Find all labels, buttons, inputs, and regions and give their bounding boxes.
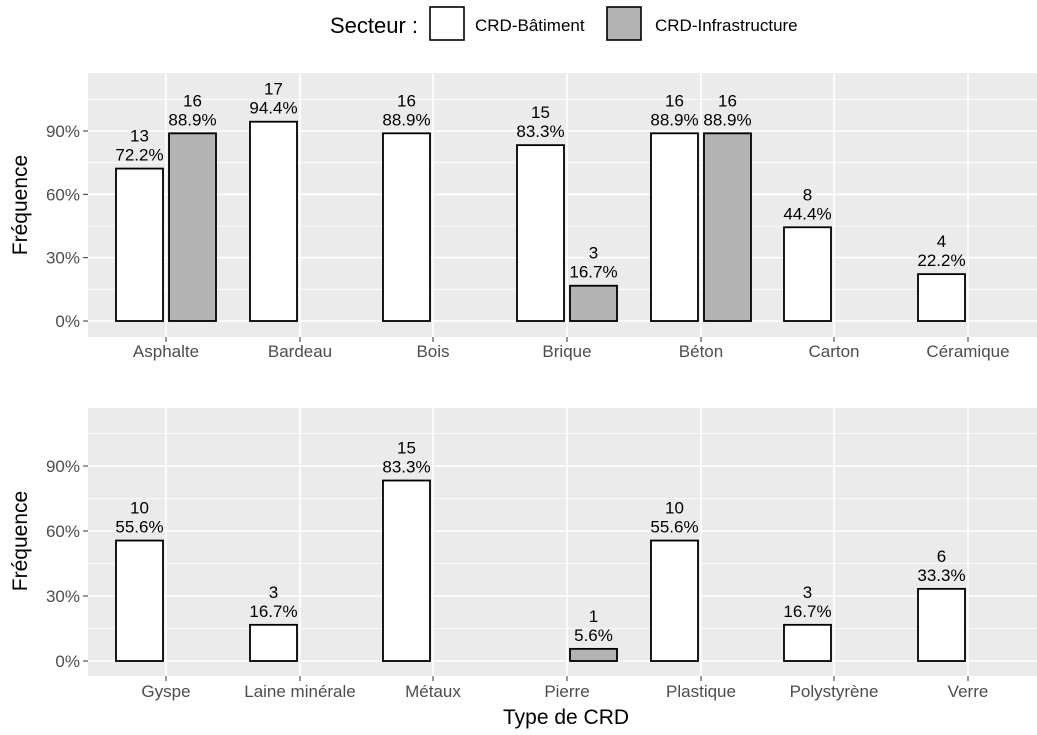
bar-percent-label: 83.3% xyxy=(382,458,430,477)
bar-percent-label: 55.6% xyxy=(115,518,163,537)
y-axis: 0% 30% 60% 90% xyxy=(46,122,88,331)
bar-count-label: 15 xyxy=(397,439,416,458)
bar xyxy=(650,132,699,322)
bar-count-label: 3 xyxy=(803,583,812,602)
y-tick-label: 0% xyxy=(55,312,80,331)
y-tick-label: 60% xyxy=(46,522,80,541)
bar-percent-label: 16.7% xyxy=(783,602,831,621)
x-axis-title: Type de CRD xyxy=(503,706,629,729)
bar-percent-label: 83.3% xyxy=(516,122,564,141)
bar-count-label: 10 xyxy=(665,499,684,518)
y-tick-label: 30% xyxy=(46,587,80,606)
bar-count-label: 13 xyxy=(130,127,149,146)
bar xyxy=(516,144,565,322)
x-tick-label: Asphalte xyxy=(133,342,199,361)
x-tick-label: Pierre xyxy=(544,682,589,701)
bar-count-label: 17 xyxy=(264,80,283,99)
bar xyxy=(783,226,832,322)
x-tick-label: Céramique xyxy=(926,342,1009,361)
x-tick-label: Métaux xyxy=(405,682,461,701)
legend-swatch-infrastructure xyxy=(606,6,642,41)
y-axis-title-top: Fréquence xyxy=(9,155,32,255)
x-axis: Asphalte Bardeau Bois Brique Béton Carton Céra… xyxy=(133,337,1010,361)
bar xyxy=(382,479,431,662)
x-tick-label: Gyspe xyxy=(141,682,190,701)
panel-bottom: 1055.6%316.7%1583.3%1055.6%316.7%633.3%1… xyxy=(9,408,1037,701)
bar-count-label: 15 xyxy=(531,103,550,122)
bar xyxy=(569,647,618,662)
bars: 1055.6%316.7%1583.3%1055.6%316.7%633.3%1… xyxy=(115,439,966,662)
bar xyxy=(917,273,966,322)
legend-label-batiment: CRD-Bâtiment xyxy=(475,16,585,35)
x-tick-label: Brique xyxy=(542,342,591,361)
bar-count-label: 8 xyxy=(803,185,812,204)
bar-count-label: 3 xyxy=(269,583,278,602)
bar-percent-label: 88.9% xyxy=(703,110,751,129)
x-tick-label: Verre xyxy=(948,682,989,701)
bar xyxy=(703,132,752,322)
bar-count-label: 16 xyxy=(183,91,202,110)
legend-label-infrastructure: CRD-Infrastructure xyxy=(655,16,798,35)
y-tick-label: 60% xyxy=(46,185,80,204)
x-axis: Gyspe Laine minérale Métaux Pierre Plastique… xyxy=(141,676,988,701)
bar-percent-label: 55.6% xyxy=(650,518,698,537)
x-tick-label: Polystyrène xyxy=(790,682,879,701)
legend: Secteur : CRD-Bâtiment CRD-Infrastructur… xyxy=(330,6,798,41)
bar-percent-label: 88.9% xyxy=(168,110,216,129)
bar-count-label: 4 xyxy=(937,232,946,251)
bar-percent-label: 72.2% xyxy=(115,146,163,165)
bar-percent-label: 5.6% xyxy=(574,626,613,645)
bar-percent-label: 22.2% xyxy=(917,251,965,270)
panel-background xyxy=(88,408,1037,676)
bar-count-label: 6 xyxy=(937,547,946,566)
bar-count-label: 16 xyxy=(665,91,684,110)
bar-count-label: 16 xyxy=(397,91,416,110)
bar-count-label: 3 xyxy=(589,244,598,263)
y-axis: 0% 30% 60% 90% xyxy=(46,457,88,671)
bar-percent-label: 88.9% xyxy=(650,110,698,129)
x-tick-label: Laine minérale xyxy=(244,682,356,701)
bar xyxy=(115,539,164,662)
bar-count-label: 10 xyxy=(130,499,149,518)
bar xyxy=(569,284,618,322)
bar-count-label: 1 xyxy=(589,607,598,626)
bar xyxy=(650,539,699,662)
legend-title: Secteur : xyxy=(330,13,418,38)
gridlines xyxy=(88,408,1037,676)
bar xyxy=(115,167,164,322)
x-tick-label: Béton xyxy=(679,342,723,361)
bar xyxy=(917,587,966,662)
y-tick-label: 90% xyxy=(46,457,80,476)
y-tick-label: 30% xyxy=(46,249,80,268)
bar xyxy=(783,623,832,662)
y-tick-label: 0% xyxy=(55,652,80,671)
bar-percent-label: 44.4% xyxy=(783,204,831,223)
bar-percent-label: 88.9% xyxy=(382,110,430,129)
bar-count-label: 16 xyxy=(718,91,737,110)
y-tick-label: 90% xyxy=(46,122,80,141)
y-axis-title-bottom: Fréquence xyxy=(9,491,32,591)
bar-percent-label: 16.7% xyxy=(569,263,617,282)
bar-percent-label: 94.4% xyxy=(249,99,297,118)
x-tick-label: Plastique xyxy=(666,682,736,701)
x-tick-label: Bois xyxy=(416,342,449,361)
bar-percent-label: 33.3% xyxy=(917,566,965,585)
x-tick-label: Bardeau xyxy=(268,342,332,361)
legend-swatch-batiment xyxy=(429,6,465,41)
bar xyxy=(249,623,298,662)
x-tick-label: Carton xyxy=(808,342,859,361)
bar xyxy=(382,132,431,322)
bar-percent-label: 16.7% xyxy=(249,602,297,621)
bar xyxy=(168,132,217,322)
bar xyxy=(249,120,298,322)
